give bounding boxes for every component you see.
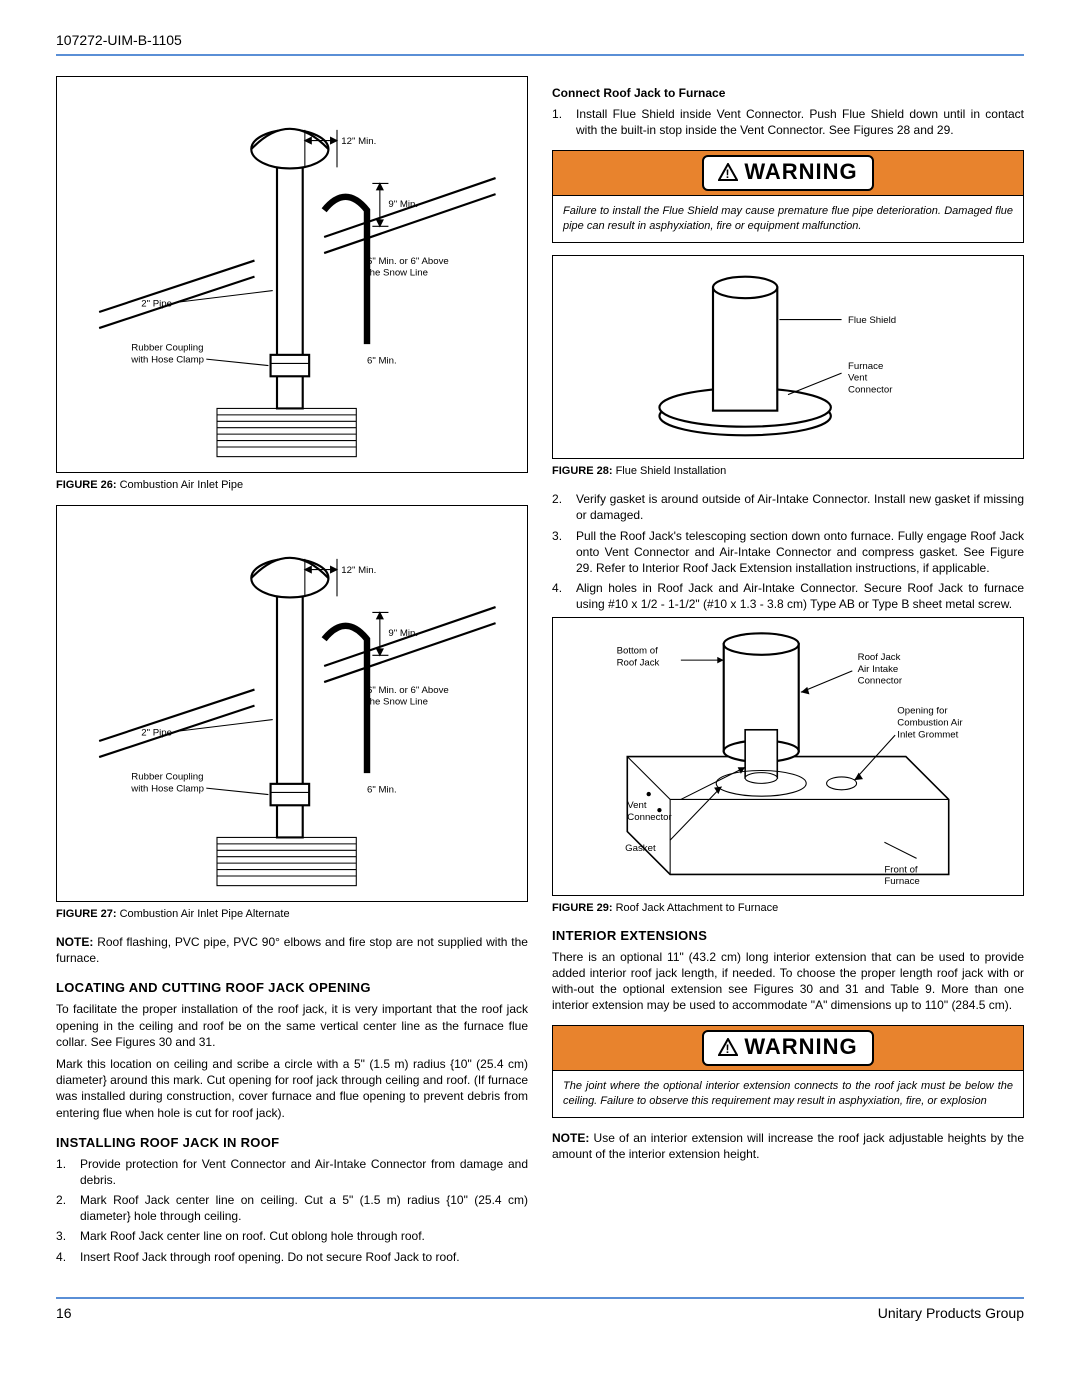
connect-step-4: Align holes in Roof Jack and Air-Intake …: [552, 580, 1024, 612]
fig26-label-snow: 6" Min. or 6" Abovethe Snow Line: [367, 256, 449, 279]
connect-step-1: Install Flue Shield inside Vent Connecto…: [552, 106, 1024, 138]
footer-org: Unitary Products Group: [878, 1305, 1024, 1321]
install-steps-list: Provide protection for Vent Connector an…: [56, 1156, 528, 1265]
fig27-label-12min: 12" Min.: [341, 565, 376, 576]
fig29-label-bottom: Bottom ofRoof Jack: [617, 645, 660, 668]
warning-1-body: Failure to install the Flue Shield may c…: [553, 196, 1023, 242]
fig27-label-2pipe: 2" Pipe: [141, 728, 172, 739]
fig29-label-front: Front ofFurnace: [884, 864, 919, 885]
warning-2: ! WARNING The joint where the optional i…: [552, 1025, 1024, 1118]
connect-step-3: Pull the Roof Jack's telescoping section…: [552, 528, 1024, 577]
fig26-label-6min: 6" Min.: [367, 355, 397, 366]
fig26-label-12min: 12" Min.: [341, 136, 376, 147]
figure-27-box: 12" Min. 9" Min. 6" Min. or 6" Abovethe …: [56, 505, 528, 902]
warning-triangle-icon: !: [718, 1036, 738, 1062]
heading-installing: INSTALLING ROOF JACK IN ROOF: [56, 1135, 528, 1150]
doc-id: 107272-UIM-B-1105: [56, 32, 182, 48]
install-step-2: Mark Roof Jack center line on ceiling. C…: [56, 1192, 528, 1224]
fig28-label-conn: FurnaceVentConnector: [848, 361, 893, 396]
warning-triangle-icon: !: [718, 161, 738, 187]
connect-steps-234-list: Verify gasket is around outside of Air-I…: [552, 491, 1024, 612]
heading-locating: LOCATING AND CUTTING ROOF JACK OPENING: [56, 980, 528, 995]
figure-26-svg: 12" Min. 9" Min. 6" Min. or 6" Abovethe …: [67, 87, 517, 462]
figure-28-box: Flue Shield FurnaceVentConnector: [552, 255, 1024, 459]
warning-2-header: ! WARNING: [553, 1026, 1023, 1071]
fig27-label-snow: 6" Min. or 6" Abovethe Snow Line: [367, 685, 449, 708]
heading-interior: INTERIOR EXTENSIONS: [552, 928, 1024, 943]
doc-header: 107272-UIM-B-1105: [56, 32, 1024, 56]
figure-29-svg: Bottom ofRoof Jack VentConnector Gasket …: [563, 628, 1013, 885]
figure-29-caption: FIGURE 29: Roof Jack Attachment to Furna…: [552, 902, 1024, 914]
warning-2-title: WARNING: [744, 1034, 857, 1059]
warning-1-header: ! WARNING: [553, 151, 1023, 196]
fig26-label-9min: 9" Min.: [388, 199, 418, 210]
fig27-label-9min: 9" Min.: [388, 628, 418, 639]
fig27-label-rubber: Rubber Couplingwith Hose Clamp: [130, 772, 204, 795]
install-step-3: Mark Roof Jack center line on roof. Cut …: [56, 1228, 528, 1244]
svg-text:!: !: [726, 167, 731, 181]
figure-26-caption: FIGURE 26: Combustion Air Inlet Pipe: [56, 479, 528, 491]
fig29-label-opening: Opening forCombustion AirInlet Grommet: [897, 705, 963, 740]
heading-connect: Connect Roof Jack to Furnace: [552, 86, 1024, 100]
left-column: 12" Min. 9" Min. 6" Min. or 6" Abovethe …: [56, 76, 528, 1269]
figure-29-box: Bottom ofRoof Jack VentConnector Gasket …: [552, 617, 1024, 896]
figure-27-svg: 12" Min. 9" Min. 6" Min. or 6" Abovethe …: [67, 516, 517, 891]
figure-28-svg: Flue Shield FurnaceVentConnector: [563, 266, 1013, 448]
install-step-1: Provide protection for Vent Connector an…: [56, 1156, 528, 1188]
note-roof-flashing: NOTE: Roof flashing, PVC pipe, PVC 90° e…: [56, 934, 528, 966]
figure-26-box: 12" Min. 9" Min. 6" Min. or 6" Abovethe …: [56, 76, 528, 473]
fig26-label-2pipe: 2" Pipe: [141, 299, 172, 310]
note-interior-extension: NOTE: Use of an interior extension will …: [552, 1130, 1024, 1162]
para-locating-2: Mark this location on ceiling and scribe…: [56, 1056, 528, 1121]
fig29-label-airintake: Roof JackAir IntakeConnector: [858, 652, 903, 687]
connect-step-1-list: Install Flue Shield inside Vent Connecto…: [552, 106, 1024, 138]
fig27-label-6min: 6" Min.: [367, 784, 397, 795]
svg-text:!: !: [726, 1042, 731, 1056]
install-step-4: Insert Roof Jack through roof opening. D…: [56, 1249, 528, 1265]
warning-1-title: WARNING: [744, 159, 857, 184]
fig28-label-flue: Flue Shield: [848, 315, 896, 326]
right-column: Connect Roof Jack to Furnace Install Flu…: [552, 76, 1024, 1269]
figure-27-caption: FIGURE 27: Combustion Air Inlet Pipe Alt…: [56, 908, 528, 920]
figure-28-caption: FIGURE 28: Flue Shield Installation: [552, 465, 1024, 477]
warning-2-body: The joint where the optional interior ex…: [553, 1071, 1023, 1117]
warning-1: ! WARNING Failure to install the Flue Sh…: [552, 150, 1024, 243]
column-layout: 12" Min. 9" Min. 6" Min. or 6" Abovethe …: [56, 76, 1024, 1269]
para-locating-1: To facilitate the proper installation of…: [56, 1001, 528, 1050]
footer: 16 Unitary Products Group: [56, 1297, 1024, 1321]
footer-page: 16: [56, 1305, 72, 1321]
fig26-label-rubber: Rubber Couplingwith Hose Clamp: [130, 343, 204, 366]
fig29-label-gasket: Gasket: [625, 842, 656, 853]
para-interior: There is an optional 11" (43.2 cm) long …: [552, 949, 1024, 1014]
connect-step-2: Verify gasket is around outside of Air-I…: [552, 491, 1024, 523]
